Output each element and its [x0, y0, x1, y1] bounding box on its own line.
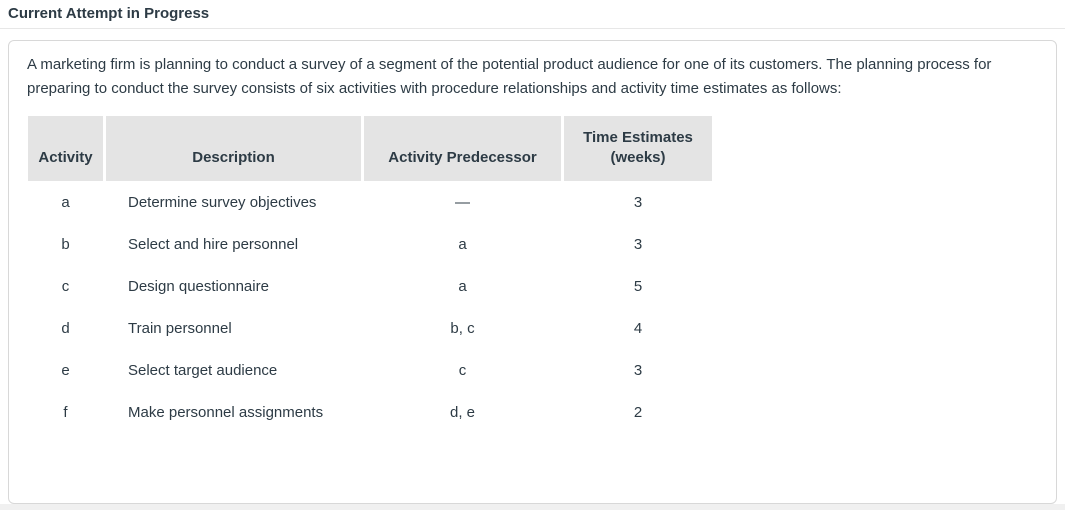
- column-header-time: Time Estimates (weeks): [564, 116, 712, 181]
- cell-activity: a: [28, 181, 103, 223]
- table-row: b Select and hire personnel a 3: [28, 223, 712, 265]
- table-row: a Determine survey objectives — 3: [28, 181, 712, 223]
- column-header-predecessor: Activity Predecessor: [364, 116, 561, 181]
- cell-predecessor: b, c: [364, 307, 561, 349]
- table-row: f Make personnel assignments d, e 2: [28, 391, 712, 433]
- cell-time: 3: [564, 223, 712, 265]
- cell-description: Make personnel assignments: [106, 391, 361, 433]
- cell-time: 5: [564, 265, 712, 307]
- cell-predecessor: —: [364, 181, 561, 223]
- page-title: Current Attempt in Progress: [8, 5, 210, 22]
- cell-activity: e: [28, 349, 103, 391]
- column-header-time-line1: Time Estimates: [583, 129, 693, 146]
- cell-predecessor: a: [364, 223, 561, 265]
- cell-time: 2: [564, 391, 712, 433]
- question-text: A marketing firm is planning to conduct …: [27, 56, 992, 97]
- cell-description: Select and hire personnel: [106, 223, 361, 265]
- cell-description: Determine survey objectives: [106, 181, 361, 223]
- activities-table: Activity Description Activity Predecesso…: [25, 116, 715, 433]
- cell-activity: c: [28, 265, 103, 307]
- table-row: c Design questionnaire a 5: [28, 265, 712, 307]
- cell-time: 4: [564, 307, 712, 349]
- cell-predecessor: c: [364, 349, 561, 391]
- table-header-row: Activity Description Activity Predecesso…: [28, 116, 712, 181]
- column-header-description: Description: [106, 116, 361, 181]
- table-header: Activity Description Activity Predecesso…: [28, 116, 712, 181]
- cell-predecessor: a: [364, 265, 561, 307]
- cell-description: Design questionnaire: [106, 265, 361, 307]
- table-body: a Determine survey objectives — 3 b Sele…: [28, 181, 712, 433]
- cell-predecessor: d, e: [364, 391, 561, 433]
- cell-time: 3: [564, 349, 712, 391]
- cell-description: Train personnel: [106, 307, 361, 349]
- cell-description: Select target audience: [106, 349, 361, 391]
- cell-activity: b: [28, 223, 103, 265]
- question-card: A marketing firm is planning to conduct …: [8, 40, 1057, 504]
- table-row: e Select target audience c 3: [28, 349, 712, 391]
- table-row: d Train personnel b, c 4: [28, 307, 712, 349]
- header-divider: [0, 28, 1065, 29]
- cell-activity: d: [28, 307, 103, 349]
- cell-activity: f: [28, 391, 103, 433]
- column-header-activity: Activity: [28, 116, 103, 181]
- cell-time: 3: [564, 181, 712, 223]
- column-header-time-line2: (weeks): [610, 149, 666, 166]
